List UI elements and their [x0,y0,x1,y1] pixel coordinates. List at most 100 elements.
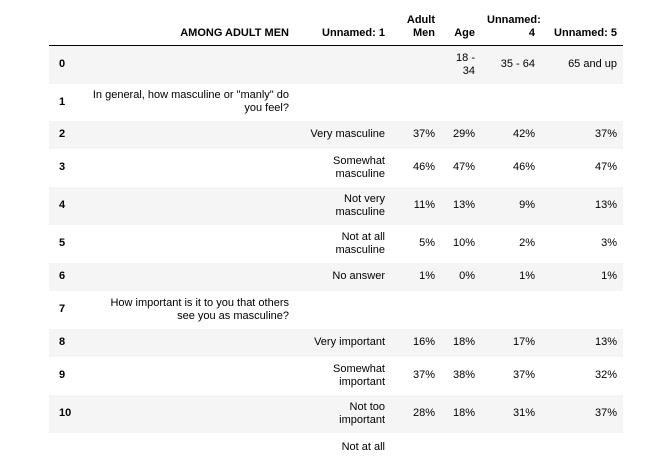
cell-c3: 47% [452,161,475,173]
row-index: 3 [59,161,66,173]
cell-c1 [295,291,391,329]
cell-c5: 1% [601,270,617,282]
cell-c4: 17% [512,336,535,348]
dataframe-table: AMONG ADULT MEN Unnamed: 1 Adult Men Age… [49,10,623,463]
header-unnamed-4: Unnamed: 4 [481,10,541,46]
cell-c3: 13% [452,199,475,211]
cell-c0: In general, how masculine or "manly" do … [92,89,289,114]
table-body: 0 18 - 34 35 - 64 65 and up 1 In general, how… [49,45,623,463]
cell-c0 [85,395,295,433]
cell-c2: 11% [413,199,435,211]
cell-c3: 18 - 34 [456,51,475,77]
row-index: 6 [59,270,66,282]
cell-c1: Very masculine [310,128,385,140]
cell-c4 [481,433,541,463]
cell-c2: 46% [412,161,435,173]
header-unnamed-1: Unnamed: 1 [295,10,391,46]
cell-c4: 2% [519,237,535,249]
cell-c3: 38% [452,369,475,381]
cell-c3 [441,291,481,329]
cell-c1: Not too important [339,400,385,426]
row-index: 4 [59,199,66,211]
cell-c4: 46% [512,161,535,173]
cell-c4 [481,291,541,329]
row-index: 1 [59,95,66,108]
cell-c0 [85,357,295,395]
cell-c1: Very important [314,336,385,348]
cell-c5 [541,291,623,329]
cell-c0: How important is it to you that others s… [110,296,289,322]
cell-c3: 18% [452,336,475,348]
cell-c1: Not very masculine [335,192,385,218]
cell-c2: 28% [412,407,435,419]
header-adult-men: Adult Men [391,10,441,46]
cell-c2: 5% [419,237,435,249]
cell-c3: 29% [452,128,475,140]
cell-c1: Not at all masculine [335,230,385,256]
cell-c2: 16% [412,336,435,348]
table-row: 10 Not too important 28% 18% 31% 37% [49,394,623,433]
cell-c1: Not at all [341,441,385,453]
table-row: 4 Not very masculine 11% 13% 9% 13% [49,186,623,225]
cell-c2: 37% [412,128,435,140]
cell-c1: No answer [332,270,385,282]
cell-c4: 1% [519,270,535,282]
cell-c0 [85,329,295,357]
cell-c3: 10% [452,237,475,249]
table-row: 5 Not at all masculine 5% 10% 2% 3% [49,224,623,263]
cell-c5: 37% [594,407,617,419]
cell-c5: 13% [594,199,617,211]
cell-c2 [391,433,441,463]
table-row: 1 In general, how masculine or "manly" do… [49,83,623,121]
table-row: Not at all [49,432,623,463]
cell-c1 [295,46,391,84]
table-row: 9 Somewhat important 37% 38% 37% 32% [49,356,623,395]
cell-c5: 13% [594,336,617,348]
cell-c4 [481,84,541,121]
table-header: AMONG ADULT MEN Unnamed: 1 Adult Men Age… [49,10,623,46]
cell-c4: 31% [512,407,535,419]
table-row: 0 18 - 34 35 - 64 65 and up [49,45,623,84]
header-unnamed-5: Unnamed: 5 [541,10,623,46]
cell-c0 [85,433,295,463]
cell-c1: Somewhat masculine [333,154,385,180]
cell-c5: 3% [601,237,617,249]
cell-c2: 1% [419,270,435,282]
cell-c5: 65 and up [568,58,617,71]
table-row: 3 Somewhat masculine 46% 47% 46% 47% [49,148,623,187]
cell-c2: 37% [412,369,435,381]
cell-c4: 9% [519,199,535,211]
cell-c2 [391,46,441,84]
cell-c1 [295,84,391,121]
header-row: AMONG ADULT MEN Unnamed: 1 Adult Men Age… [49,10,623,46]
table-row: 6 No answer 1% 0% 1% 1% [49,262,623,291]
cell-c0 [85,263,295,291]
table-row: 8 Very important 16% 18% 17% 13% [49,328,623,357]
header-index [49,10,85,46]
row-index [49,433,85,463]
row-index: 5 [59,237,66,249]
cell-c2 [391,291,441,329]
row-index: 8 [59,336,66,348]
cell-c0 [85,225,295,263]
cell-c2 [391,84,441,121]
cell-c0 [85,187,295,225]
header-age: Age [441,10,481,46]
cell-c5: 47% [594,161,617,173]
cell-c1: Somewhat important [333,362,385,388]
cell-c4: 42% [512,128,535,140]
row-index: 2 [59,128,66,140]
cell-c4: 35 - 64 [500,58,535,71]
table-row: 7 How important is it to you that others … [49,290,623,329]
dataframe-output: AMONG ADULT MEN Unnamed: 1 Adult Men Age… [49,10,623,463]
table-row: 2 Very masculine 37% 29% 42% 37% [49,120,623,149]
cell-c3 [441,84,481,121]
cell-c0 [85,121,295,149]
cell-c5: 32% [594,369,617,381]
cell-c0 [85,149,295,187]
header-among-adult-men: AMONG ADULT MEN [85,10,295,46]
row-index: 7 [59,303,66,315]
row-index: 0 [59,58,66,71]
row-index: 10 [59,407,72,419]
cell-c3 [441,433,481,463]
